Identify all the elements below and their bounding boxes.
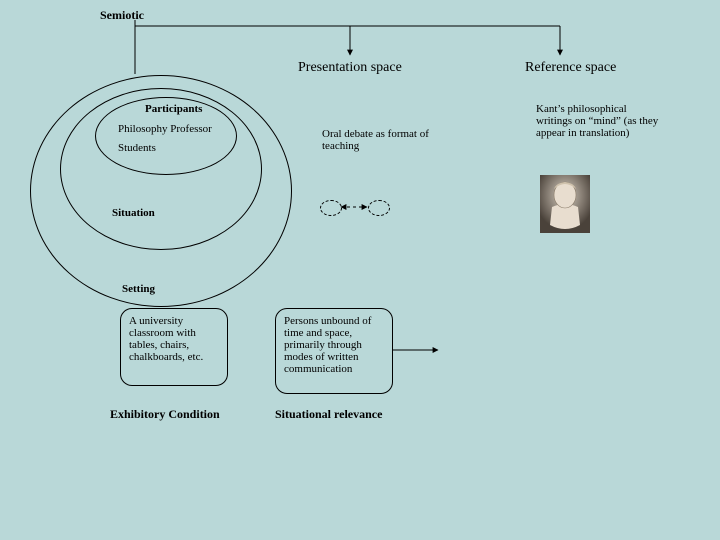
text-oral-debate: Oral debate as format of teaching [322, 128, 462, 152]
image-philosopher-bust [540, 175, 590, 233]
heading-presentation-space: Presentation space [298, 60, 402, 76]
label-situation: Situation [112, 207, 155, 219]
box-persons-unbound: Persons unbound of time and space, prima… [275, 308, 393, 394]
heading-situational-relevance: Situational relevance [275, 407, 382, 422]
heading-semiotic: Semiotic [100, 8, 144, 23]
heading-reference-space: Reference space [525, 60, 616, 76]
dashed-node-right [368, 200, 390, 216]
text-kant-writings: Kant’s philosophical writings on “mind” … [536, 103, 660, 139]
heading-exhibitory-condition: Exhibitory Condition [110, 407, 220, 422]
label-students: Students [118, 142, 156, 154]
box-university-classroom: A university classroom with tables, chai… [120, 308, 228, 386]
label-participants: Participants [145, 103, 202, 115]
label-setting: Setting [122, 283, 155, 295]
label-philosophy-professor: Philosophy Professor [118, 123, 212, 135]
dashed-node-left [320, 200, 342, 216]
